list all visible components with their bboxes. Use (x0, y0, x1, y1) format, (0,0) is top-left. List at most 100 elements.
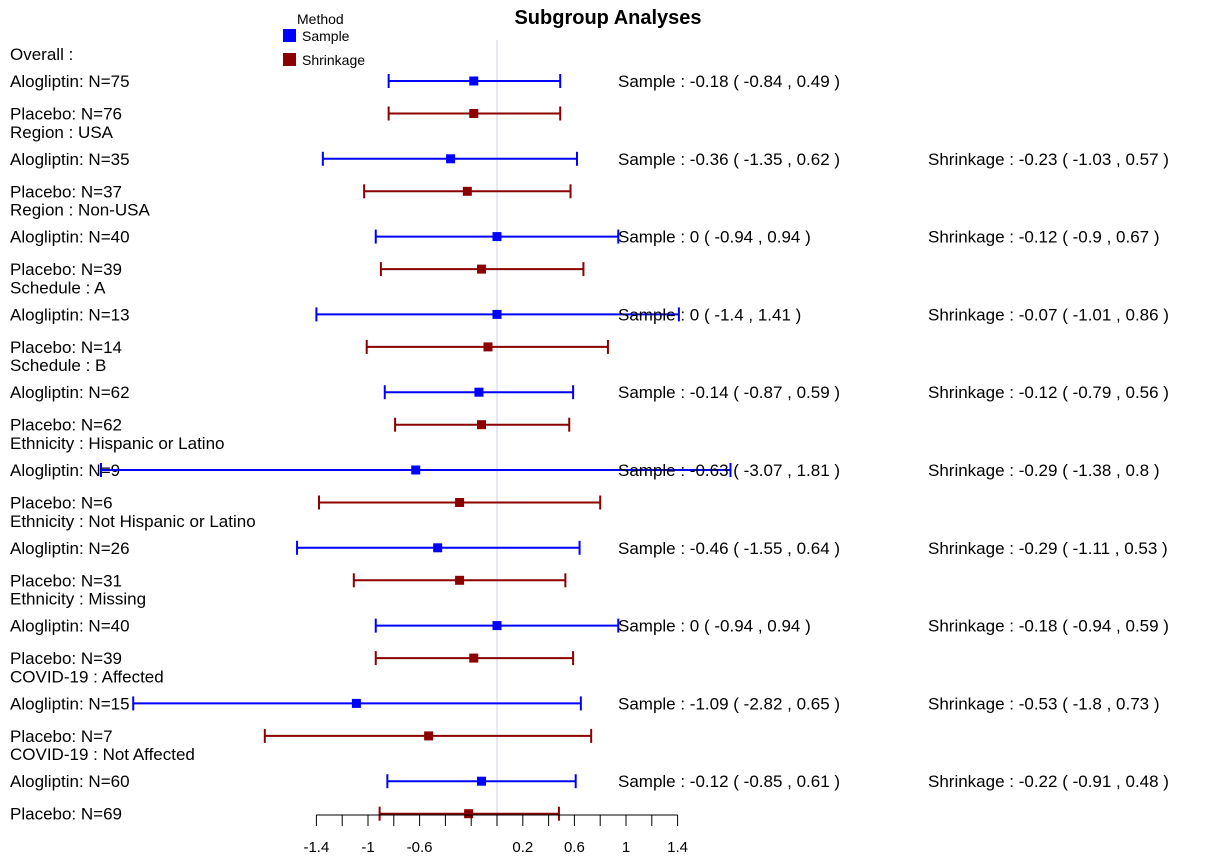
shrinkage-estimate-text: Shrinkage : -0.18 ( -0.94 , 0.59 ) (928, 617, 1169, 636)
sample-point-estimate (474, 387, 484, 397)
shrinkage-estimate-text: Shrinkage : -0.53 ( -1.8 , 0.73 ) (928, 694, 1160, 713)
shrinkage-point-estimate (469, 653, 479, 663)
sample-estimate-text: Sample : -0.14 ( -0.87 , 0.59 ) (618, 383, 840, 402)
sample-point-estimate (351, 698, 361, 708)
x-axis: -1.4 -1 -0.6 0.2 0.6 1 1.4 (303, 814, 688, 856)
shrinkage-estimate-text: Shrinkage : -0.23 ( -1.03 , 0.57 ) (928, 150, 1169, 169)
sample-point-estimate (433, 543, 443, 553)
subgroup-header: COVID-19 : Affected (10, 667, 164, 686)
shrinkage-estimate-text: Shrinkage : -0.22 ( -0.91 , 0.48 ) (928, 772, 1169, 791)
sample-interval-8 (132, 696, 582, 711)
sample-estimate-text: Sample : -0.36 ( -1.35 , 0.62 ) (618, 150, 840, 169)
sample-estimate-text: Sample : -0.18 ( -0.84 , 0.49 ) (618, 72, 840, 91)
sample-estimate-text: Sample : 0 ( -0.94 , 0.94 ) (618, 228, 811, 247)
sample-interval-1 (321, 151, 578, 166)
arm-label-alogliptin: Alogliptin: N=13 (10, 305, 130, 324)
shrinkage-interval-5 (317, 495, 602, 510)
subgroup-rows: Overall : Alogliptin: N=75 Placebo: N=76 Sa… (10, 45, 1169, 824)
arm-label-placebo: Placebo: N=62 (10, 416, 122, 435)
shrinkage-interval-3 (365, 339, 609, 354)
x-tick-label: 0.6 (564, 839, 585, 856)
arm-label-alogliptin: Alogliptin: N=9 (10, 461, 120, 480)
arm-label-placebo: Placebo: N=37 (10, 182, 122, 201)
chart-title: Subgroup Analyses (514, 7, 701, 29)
shrinkage-point-estimate (483, 342, 493, 352)
arm-label-placebo: Placebo: N=6 (10, 494, 113, 513)
x-tick-label: 0.2 (512, 839, 533, 856)
legend-title: Method (297, 11, 344, 27)
arm-label-placebo: Placebo: N=76 (10, 105, 122, 124)
sample-interval-2 (374, 229, 620, 244)
arm-label-alogliptin: Alogliptin: N=15 (10, 694, 130, 713)
shrinkage-point-estimate (464, 809, 474, 819)
arm-label-placebo: Placebo: N=31 (10, 571, 122, 590)
shrinkage-point-estimate (469, 109, 479, 118)
shrinkage-point-estimate (424, 731, 434, 741)
sample-point-estimate (477, 776, 487, 786)
arm-label-placebo: Placebo: N=39 (10, 260, 122, 279)
subgroup-header: Region : Non-USA (10, 201, 151, 220)
subgroup-header: Ethnicity : Not Hispanic or Latino (10, 512, 256, 531)
sample-interval-9 (386, 774, 577, 789)
arm-label-alogliptin: Alogliptin: N=40 (10, 228, 130, 247)
sample-point-estimate (469, 76, 479, 86)
shrinkage-interval-6 (352, 573, 567, 588)
shrinkage-point-estimate (462, 186, 472, 196)
shrinkage-estimate-text: Shrinkage : -0.29 ( -1.11 , 0.53 ) (928, 539, 1168, 558)
sample-interval-0 (387, 74, 562, 88)
shrinkage-interval-0 (387, 106, 562, 121)
shrinkage-point-estimate (477, 420, 487, 430)
subgroup-header: Region : USA (10, 123, 114, 142)
sample-interval-7 (374, 618, 620, 633)
legend: Method Sample Shrinkage (283, 11, 365, 68)
shrinkage-interval-1 (363, 184, 572, 199)
arm-label-placebo: Placebo: N=7 (10, 727, 113, 746)
sample-estimate-text: Sample : 0 ( -1.4 , 1.41 ) (618, 305, 801, 324)
arm-label-alogliptin: Alogliptin: N=26 (10, 539, 130, 558)
sample-estimate-text: Sample : -0.63 ( -3.07 , 1.81 ) (618, 461, 840, 480)
shrinkage-interval-8 (263, 728, 593, 743)
subgroup-header: Ethnicity : Missing (10, 590, 146, 609)
shrinkage-point-estimate (477, 264, 487, 274)
shrinkage-interval-9 (378, 806, 560, 821)
subgroup-header: Schedule : B (10, 356, 106, 375)
shrinkage-interval-4 (394, 417, 571, 432)
arm-label-alogliptin: Alogliptin: N=60 (10, 772, 130, 791)
sample-point-estimate (492, 621, 502, 631)
shrinkage-interval-2 (379, 262, 585, 277)
legend-swatch-shrinkage (283, 53, 296, 66)
arm-label-alogliptin: Alogliptin: N=75 (10, 72, 130, 91)
arm-label-placebo: Placebo: N=39 (10, 649, 122, 668)
sample-interval-4 (383, 385, 575, 400)
shrinkage-interval-7 (374, 651, 575, 666)
subgroup-header: COVID-19 : Not Affected (10, 745, 195, 764)
x-tick-label: -0.6 (407, 839, 433, 856)
sample-estimate-text: Sample : -0.12 ( -0.85 , 0.61 ) (618, 772, 840, 791)
x-tick-label: -1.4 (303, 839, 329, 856)
arm-label-alogliptin: Alogliptin: N=35 (10, 150, 130, 169)
shrinkage-estimate-text: Shrinkage : -0.29 ( -1.38 , 0.8 ) (928, 461, 1160, 480)
legend-label-sample: Sample (302, 28, 350, 44)
x-tick-label: 1 (622, 839, 630, 856)
x-tick-label: -1 (361, 839, 374, 856)
sample-interval-5 (99, 463, 732, 477)
sample-estimate-text: Sample : -1.09 ( -2.82 , 0.65 ) (618, 694, 840, 713)
shrinkage-point-estimate (455, 575, 465, 585)
sample-point-estimate (492, 232, 502, 242)
shrinkage-estimate-text: Shrinkage : -0.12 ( -0.9 , 0.67 ) (928, 228, 1160, 247)
sample-point-estimate (411, 465, 421, 475)
arm-label-alogliptin: Alogliptin: N=40 (10, 617, 130, 636)
sample-estimate-text: Sample : 0 ( -0.94 , 0.94 ) (618, 617, 811, 636)
arm-label-placebo: Placebo: N=14 (10, 338, 122, 357)
shrinkage-estimate-text: Shrinkage : -0.07 ( -1.01 , 0.86 ) (928, 305, 1169, 324)
sample-point-estimate (446, 154, 456, 164)
subgroup-header: Ethnicity : Hispanic or Latino (10, 434, 225, 453)
x-tick-label: 1.4 (667, 839, 688, 856)
sample-estimate-text: Sample : -0.46 ( -1.55 , 0.64 ) (618, 539, 840, 558)
arm-label-alogliptin: Alogliptin: N=62 (10, 383, 130, 402)
arm-label-placebo: Placebo: N=69 (10, 805, 122, 824)
legend-swatch-sample (283, 29, 296, 42)
subgroup-header: Overall : (10, 45, 73, 64)
